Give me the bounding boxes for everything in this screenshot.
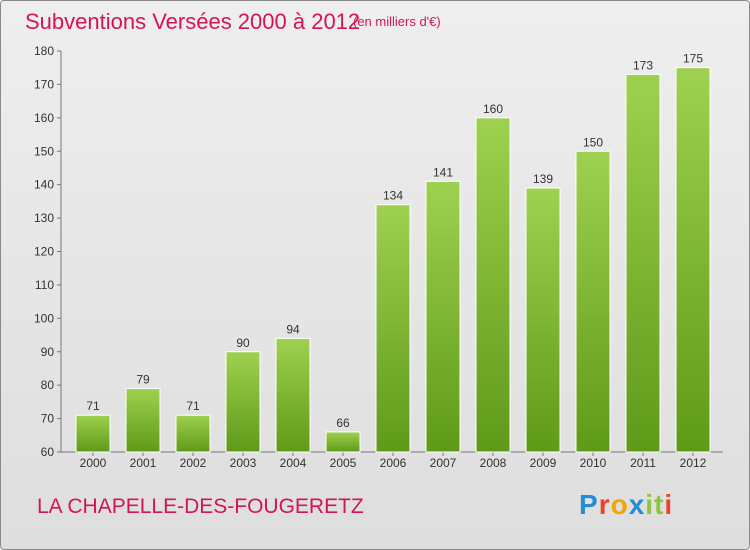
y-tick-label: 60 [41,445,55,459]
bar-2006 [375,204,411,453]
y-tick-label: 160 [34,111,54,125]
bars [75,67,711,453]
commune-name: LA CHAPELLE-DES-FOUGERETZ [37,495,364,518]
bar-2012 [675,67,711,453]
brand-letter: r [598,489,611,520]
brand-letter: i [645,489,655,520]
y-tick-label: 170 [34,77,54,91]
bar-2005 [325,431,361,453]
x-tick-label-2003: 2003 [230,456,257,470]
value-label-2004: 94 [286,322,300,336]
y-tick-label: 110 [35,278,54,292]
bar-2009 [525,187,561,453]
x-tick-label-2002: 2002 [180,456,207,470]
y-tick-label: 120 [34,245,54,259]
x-tick-label-2010: 2010 [580,456,607,470]
y-tick-label: 80 [41,378,55,392]
x-tick-label-2006: 2006 [380,456,407,470]
brand-letter: P [579,489,599,520]
value-label-2011: 173 [633,58,653,72]
bar-2011 [625,73,661,453]
y-tick-label: 70 [41,412,55,426]
chart-subtitle: (en milliers d'€) [353,14,441,29]
value-label-2006: 134 [383,189,403,203]
bar-2000 [75,414,111,453]
x-tick-label-2009: 2009 [530,456,557,470]
x-tick-label-2012: 2012 [680,456,707,470]
y-tick-label: 90 [41,345,55,359]
x-tick-label-2008: 2008 [480,456,507,470]
y-tick-label: 130 [34,211,54,225]
chart-title: Subventions Versées 2000 à 2012 [25,9,361,34]
axes: 60 70 80 90 100 110 120 130 140 150 160 170 180 [34,44,723,459]
y-tick-label: 100 [34,311,54,325]
x-tick-label-2001: 2001 [130,456,157,470]
x-tick-label-2004: 2004 [280,456,307,470]
value-label-2005: 66 [336,416,350,430]
value-label-2012: 175 [683,52,703,66]
x-tick-label-2005: 2005 [330,456,357,470]
x-tick-label-2000: 2000 [80,456,107,470]
bar-2007 [425,180,461,453]
brand-letter: o [610,489,629,520]
value-label-2010: 150 [583,135,603,149]
value-label-2007: 141 [433,165,453,179]
brand-letter: x [628,489,646,520]
value-label-2000: 71 [86,399,100,413]
bar-2010 [575,150,611,453]
brand-letter: i [664,489,674,520]
bar-2001 [125,388,161,453]
bar-2003 [225,351,261,453]
y-tick-label: 150 [34,144,54,158]
value-label-2009: 139 [533,172,553,186]
y-tick-label: 140 [34,178,54,192]
value-label-2003: 90 [236,336,250,350]
bar-2004 [275,337,311,453]
brand-logo: Proxiti [579,489,673,521]
value-label-2001: 79 [136,373,150,387]
y-tick-label: 180 [34,44,54,58]
x-tick-label-2007: 2007 [430,456,457,470]
value-label-2008: 160 [483,102,503,116]
x-tick-label-2011: 2011 [630,456,656,470]
value-label-2002: 71 [186,399,200,413]
brand-letter: t [654,489,665,520]
bar-2008 [475,117,511,453]
labels: 71 2000 79 2001 71 2002 90 2003 94 2004 66 2005 134 2… [80,52,707,470]
bar-2002 [175,414,211,453]
